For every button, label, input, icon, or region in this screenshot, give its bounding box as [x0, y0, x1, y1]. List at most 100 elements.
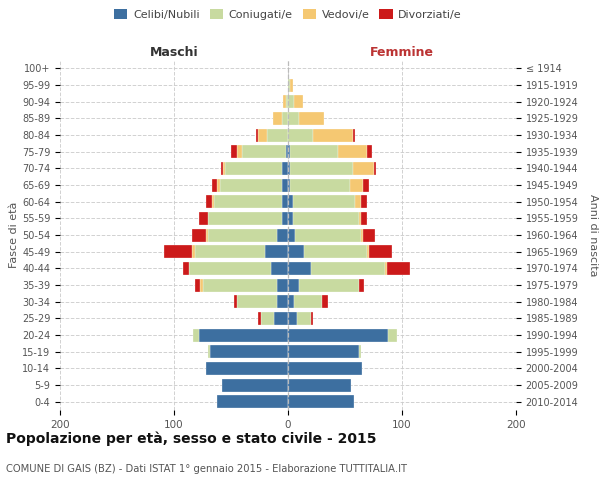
Bar [288, 345, 359, 358]
Bar [220, 178, 283, 192]
Legend: Celibi/Nubili, Coniugati/e, Vedovi/e, Divorziati/e: Celibi/Nubili, Coniugati/e, Vedovi/e, Di… [110, 4, 466, 24]
Bar [208, 345, 211, 358]
Bar [359, 278, 364, 291]
Bar [367, 145, 373, 158]
Bar [235, 295, 236, 308]
Bar [236, 145, 242, 158]
Bar [288, 245, 304, 258]
Bar [294, 295, 322, 308]
Bar [183, 262, 189, 275]
Bar [290, 178, 350, 192]
Y-axis label: Anni di nascita: Anni di nascita [588, 194, 598, 276]
Bar [313, 128, 353, 141]
Bar [206, 195, 212, 208]
Bar [288, 378, 350, 392]
Text: Popolazione per età, sesso e stato civile - 2015: Popolazione per età, sesso e stato civil… [6, 431, 377, 446]
Bar [288, 128, 313, 141]
Bar [211, 345, 288, 358]
Bar [295, 228, 361, 241]
Bar [288, 295, 294, 308]
Bar [192, 245, 194, 258]
Bar [293, 212, 359, 225]
Bar [363, 228, 374, 241]
Bar [223, 162, 226, 175]
Bar [192, 228, 206, 241]
Bar [387, 262, 410, 275]
Bar [299, 112, 325, 125]
Bar [277, 295, 288, 308]
Bar [259, 128, 268, 141]
Bar [363, 178, 369, 192]
Bar [259, 312, 260, 325]
Bar [361, 228, 363, 241]
Bar [212, 178, 217, 192]
Bar [373, 162, 376, 175]
Bar [222, 378, 288, 392]
Bar [311, 312, 313, 325]
Bar [350, 178, 363, 192]
Bar [361, 212, 367, 225]
Bar [353, 128, 355, 141]
Bar [212, 195, 214, 208]
Text: Femmine: Femmine [370, 46, 434, 59]
Bar [290, 145, 338, 158]
Bar [208, 228, 277, 241]
Bar [193, 328, 199, 342]
Bar [288, 78, 290, 92]
Bar [283, 162, 288, 175]
Bar [189, 262, 271, 275]
Bar [273, 112, 283, 125]
Bar [283, 178, 288, 192]
Bar [288, 395, 354, 408]
Bar [288, 112, 299, 125]
Bar [288, 262, 311, 275]
Bar [237, 295, 277, 308]
Bar [288, 228, 295, 241]
Bar [288, 178, 290, 192]
Bar [200, 278, 203, 291]
Bar [277, 278, 288, 291]
Bar [288, 362, 362, 375]
Bar [242, 145, 286, 158]
Bar [359, 212, 361, 225]
Bar [283, 112, 288, 125]
Bar [194, 278, 200, 291]
Bar [271, 262, 288, 275]
Bar [311, 262, 385, 275]
Bar [283, 95, 286, 108]
Bar [290, 78, 293, 92]
Bar [206, 362, 288, 375]
Bar [164, 245, 192, 258]
Bar [231, 145, 236, 158]
Bar [304, 245, 367, 258]
Bar [369, 245, 392, 258]
Bar [388, 328, 397, 342]
Bar [203, 278, 277, 291]
Bar [208, 212, 283, 225]
Bar [217, 178, 220, 192]
Bar [367, 245, 369, 258]
Bar [256, 128, 259, 141]
Bar [288, 212, 293, 225]
Bar [297, 312, 311, 325]
Text: COMUNE DI GAIS (BZ) - Dati ISTAT 1° gennaio 2015 - Elaborazione TUTTITALIA.IT: COMUNE DI GAIS (BZ) - Dati ISTAT 1° genn… [6, 464, 407, 474]
Bar [355, 195, 361, 208]
Bar [290, 162, 353, 175]
Bar [199, 212, 208, 225]
Bar [260, 312, 274, 325]
Bar [277, 228, 288, 241]
Bar [283, 212, 288, 225]
Bar [286, 95, 288, 108]
Bar [283, 195, 288, 208]
Bar [353, 162, 373, 175]
Bar [322, 295, 328, 308]
Bar [217, 395, 288, 408]
Bar [293, 195, 355, 208]
Bar [288, 328, 388, 342]
Bar [288, 278, 299, 291]
Bar [206, 228, 208, 241]
Bar [268, 128, 288, 141]
Bar [288, 95, 294, 108]
Bar [288, 195, 293, 208]
Bar [288, 162, 290, 175]
